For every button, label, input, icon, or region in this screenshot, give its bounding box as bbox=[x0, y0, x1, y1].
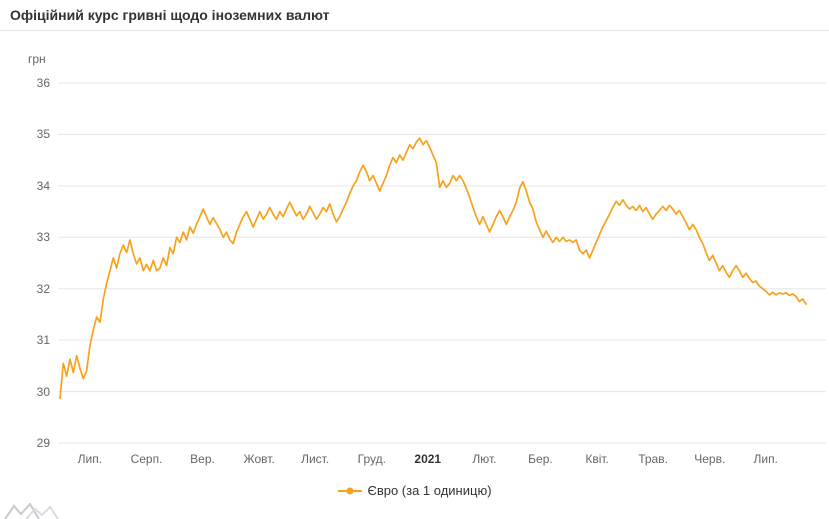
x-tick-label: Лют. bbox=[472, 452, 497, 466]
x-tick-label: Бер. bbox=[528, 452, 553, 466]
x-tick-label: Трав. bbox=[638, 452, 668, 466]
legend[interactable]: Євро (за 1 одиницю) bbox=[337, 483, 492, 498]
x-tick-label: Лист. bbox=[301, 452, 330, 466]
y-axis-unit-label: грн bbox=[28, 52, 46, 66]
x-tick-label: 2021 bbox=[414, 452, 442, 466]
x-tick-label: Лип. bbox=[77, 452, 103, 466]
page-title: Офіційний курс гривні щодо іноземних вал… bbox=[10, 7, 330, 23]
legend-line-icon bbox=[337, 487, 362, 494]
x-tick-label: Груд. bbox=[357, 452, 386, 466]
y-tick-label: 34 bbox=[36, 178, 50, 193]
x-tick-label: Лип. bbox=[753, 452, 778, 466]
x-axis: Лип. Серп. Вер. Жовт. Лист. Груд. 2021 Лют. Бер.… bbox=[0, 452, 829, 468]
y-tick-label: 30 bbox=[36, 384, 50, 399]
watermark-logo bbox=[4, 503, 59, 519]
y-tick-label: 31 bbox=[36, 333, 50, 348]
y-tick-label: 32 bbox=[36, 281, 50, 296]
x-tick-label: Жовт. bbox=[243, 452, 275, 466]
header-divider bbox=[0, 30, 829, 31]
x-tick-label: Черв. bbox=[694, 452, 726, 466]
euro-rate-line bbox=[59, 137, 807, 400]
legend-label: Євро (за 1 одиницю) bbox=[367, 483, 492, 498]
y-tick-label: 36 bbox=[36, 76, 50, 90]
y-tick-label: 35 bbox=[36, 127, 50, 142]
y-tick-label: 33 bbox=[36, 230, 50, 245]
x-tick-label: Серп. bbox=[130, 452, 163, 466]
x-tick-label: Вер. bbox=[190, 452, 215, 466]
x-tick-label: Квіт. bbox=[585, 452, 609, 466]
y-tick-label: 29 bbox=[36, 436, 50, 450]
